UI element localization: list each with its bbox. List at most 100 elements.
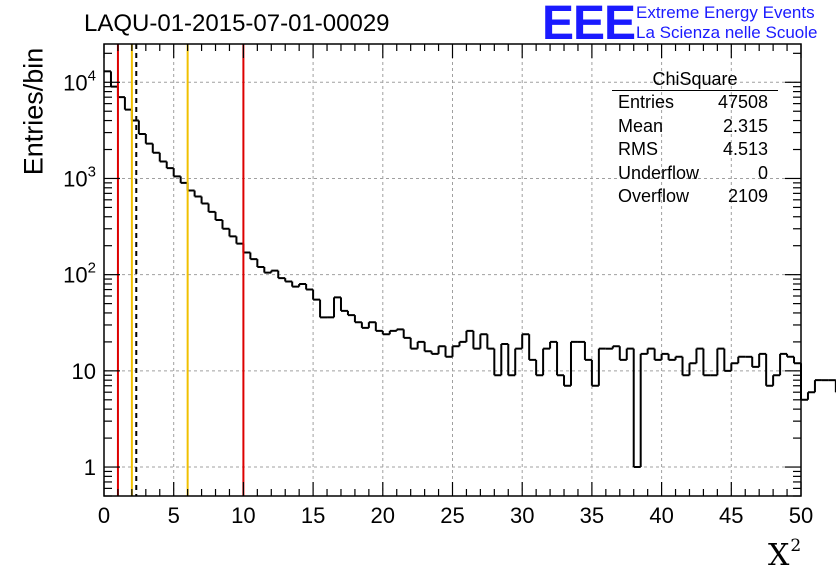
histogram-bin bbox=[118, 87, 125, 97]
x-tick-label: 40 bbox=[649, 503, 673, 528]
histogram-bin bbox=[564, 375, 571, 385]
histogram-bin bbox=[376, 322, 383, 331]
histogram-bin bbox=[111, 71, 118, 86]
histogram-bin bbox=[592, 360, 599, 386]
histogram-bin bbox=[174, 168, 181, 176]
histogram-bin bbox=[648, 349, 655, 354]
x-tick-label: 5 bbox=[168, 503, 180, 528]
histogram-bin bbox=[292, 281, 299, 286]
stats-label: Entries bbox=[618, 91, 674, 115]
x-tick-label: 25 bbox=[440, 503, 464, 528]
histogram-bin bbox=[125, 97, 132, 109]
y-axis-label: Entries/bin bbox=[19, 32, 50, 192]
vertical-lines-layer bbox=[118, 44, 243, 496]
histogram-bin bbox=[780, 354, 787, 375]
histogram-bin bbox=[341, 297, 348, 310]
histogram-bin bbox=[425, 342, 432, 351]
histogram-bin bbox=[306, 284, 313, 290]
eee-logo: EEE bbox=[542, 0, 635, 48]
histogram-bin bbox=[759, 354, 766, 367]
histogram-bin bbox=[243, 244, 250, 253]
stats-row: Underflow 0 bbox=[612, 162, 778, 186]
histogram-bin bbox=[390, 331, 397, 334]
histogram-bin bbox=[773, 375, 780, 385]
histogram-bin bbox=[202, 196, 209, 203]
y-tick-label-base: 1 bbox=[84, 455, 96, 480]
histogram-bin bbox=[689, 363, 696, 375]
histogram-bin bbox=[146, 134, 153, 144]
histogram-bin bbox=[599, 349, 606, 386]
histogram-bin bbox=[222, 220, 229, 229]
histogram-bin bbox=[738, 357, 745, 363]
histogram-bin bbox=[439, 346, 446, 354]
histogram-bin bbox=[334, 297, 341, 317]
histogram-bin bbox=[257, 259, 264, 267]
y-tick-label: 102 bbox=[63, 260, 96, 288]
histogram-bin bbox=[724, 349, 731, 371]
histogram-bin bbox=[808, 392, 815, 400]
histogram-bin bbox=[195, 190, 202, 196]
histogram-bin bbox=[752, 357, 759, 367]
x-tick-label: 50 bbox=[789, 503, 813, 528]
histogram-bin bbox=[766, 354, 773, 386]
histogram-bin bbox=[801, 363, 808, 400]
histogram-bin bbox=[794, 357, 801, 363]
histogram-bin bbox=[181, 176, 188, 182]
histogram-bin bbox=[209, 203, 216, 211]
histogram-bin bbox=[139, 121, 146, 134]
stats-value: 47508 bbox=[718, 91, 768, 115]
histogram-bin bbox=[696, 349, 703, 364]
stats-row: Entries 47508 bbox=[612, 91, 778, 115]
stats-label: Underflow bbox=[618, 162, 699, 186]
stats-value: 4.513 bbox=[723, 138, 768, 162]
histogram-bin bbox=[348, 311, 355, 315]
histogram-bin bbox=[411, 338, 418, 349]
histogram-bin bbox=[459, 342, 466, 346]
histogram-bin bbox=[355, 315, 362, 322]
stats-label: Overflow bbox=[618, 185, 689, 209]
y-tick-label-exp: 2 bbox=[88, 260, 96, 277]
stats-value: 0 bbox=[758, 162, 768, 186]
histogram-bin bbox=[466, 331, 473, 342]
histogram-bin bbox=[320, 300, 327, 318]
y-tick-label-exp: 4 bbox=[88, 67, 96, 84]
y-tick-label: 103 bbox=[63, 163, 96, 191]
x-tick-label: 0 bbox=[98, 503, 110, 528]
histogram-bin bbox=[264, 267, 271, 273]
histogram-bin bbox=[571, 342, 578, 386]
histogram-bin bbox=[418, 342, 425, 349]
histogram-bin bbox=[362, 322, 369, 328]
histogram-bin bbox=[585, 342, 592, 360]
histogram-bin bbox=[250, 252, 257, 259]
histogram-bin bbox=[285, 278, 292, 281]
chart-title: LAQU-01-2015-07-01-00029 bbox=[84, 10, 390, 38]
y-tick-label-base: 10 bbox=[63, 70, 87, 95]
histogram-bin bbox=[620, 346, 627, 360]
histogram-bin bbox=[676, 357, 683, 360]
histogram-bin bbox=[313, 290, 320, 300]
histogram-bin bbox=[432, 351, 439, 354]
histogram-bin bbox=[662, 354, 669, 360]
histogram-bin bbox=[271, 271, 278, 273]
x-tick-label: 30 bbox=[510, 503, 534, 528]
histogram-bin bbox=[557, 342, 564, 375]
x-axis-label-exp: 2 bbox=[790, 536, 801, 556]
y-tick-label-exp: 3 bbox=[88, 163, 96, 180]
logo-line-2: La Scienza nelle Scuole bbox=[636, 23, 817, 43]
histogram-bin bbox=[627, 349, 634, 360]
histogram-bin bbox=[404, 329, 411, 338]
histogram-bin bbox=[550, 342, 557, 349]
histogram-bin bbox=[299, 284, 306, 287]
histogram-bin bbox=[669, 354, 676, 360]
histogram-bin bbox=[683, 357, 690, 375]
x-tick-label: 35 bbox=[580, 503, 604, 528]
histogram-bin bbox=[529, 334, 536, 360]
histogram-bin bbox=[216, 212, 223, 220]
x-tick-label: 45 bbox=[719, 503, 743, 528]
logo-line-1: Extreme Energy Events bbox=[636, 3, 817, 23]
y-tick-label-base: 10 bbox=[72, 359, 96, 384]
